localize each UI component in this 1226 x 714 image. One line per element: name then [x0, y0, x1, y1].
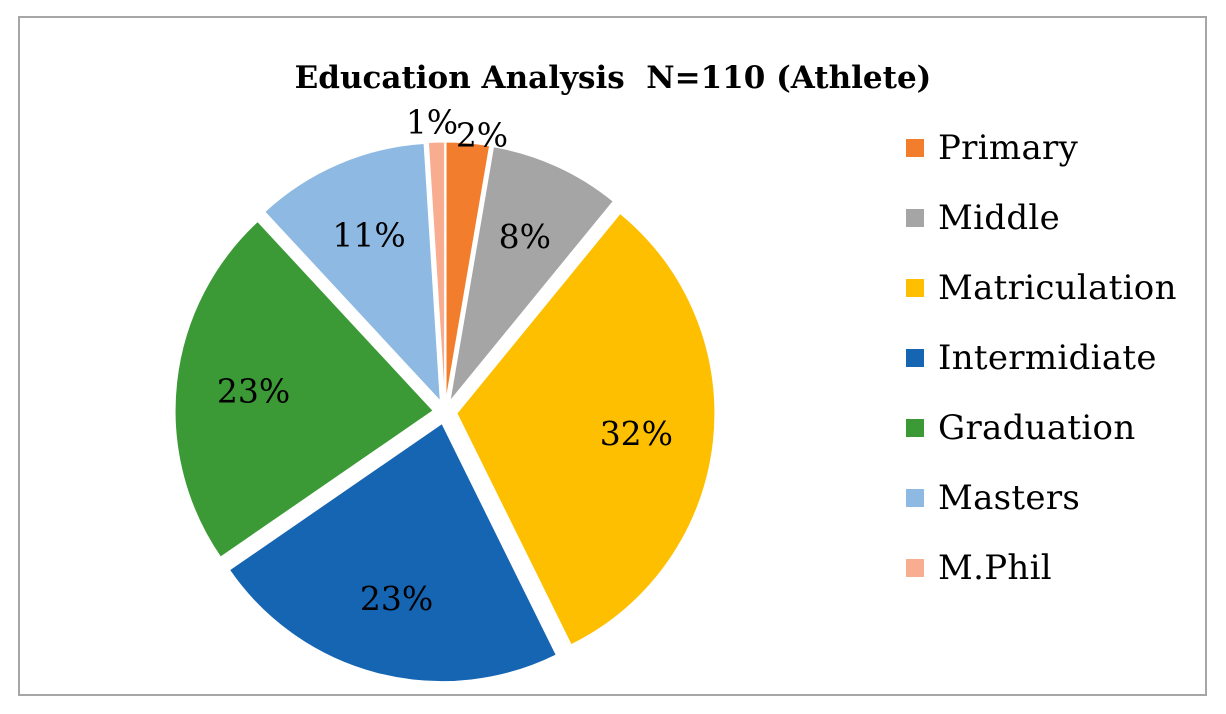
pie-slice-primary: [445, 141, 491, 401]
legend-label: M.Phil: [938, 548, 1052, 588]
slice-label-matriculation: 32%: [600, 414, 673, 453]
slice-label-intermidiate: 23%: [360, 579, 433, 618]
legend-label: Masters: [938, 478, 1081, 518]
legend-swatch: [906, 489, 924, 507]
slice-label-masters: 11%: [332, 216, 405, 255]
pie-slice-middle: [449, 146, 614, 403]
legend-item-primary: Primary: [906, 128, 1078, 168]
legend-label: Primary: [938, 128, 1079, 168]
legend-label: Intermidiate: [938, 338, 1157, 378]
pie-slice-matriculation: [456, 212, 716, 646]
legend-item-m-phil: M.Phil: [906, 548, 1052, 588]
legend-swatch: [906, 419, 924, 437]
slice-label-m-phil: 1%: [406, 103, 458, 142]
legend-swatch: [906, 139, 924, 157]
legend-swatch: [906, 559, 924, 577]
legend-item-matriculation: Matriculation: [906, 268, 1177, 308]
slice-label-primary: 2%: [456, 116, 508, 155]
pie-slice-masters: [264, 142, 441, 403]
pie-slice-intermidiate: [228, 422, 557, 683]
legend-item-masters: Masters: [906, 478, 1080, 518]
pie-slice-m-phil: [427, 141, 446, 401]
legend-swatch: [906, 279, 924, 297]
slice-label-middle: 8%: [499, 217, 551, 256]
legend-item-middle: Middle: [906, 198, 1060, 238]
legend-swatch: [906, 209, 924, 227]
legend-item-graduation: Graduation: [906, 408, 1136, 448]
legend-label: Middle: [938, 198, 1061, 238]
slice-label-graduation: 23%: [217, 371, 290, 410]
legend-swatch: [906, 349, 924, 367]
pie-slice-graduation: [174, 220, 434, 558]
legend-label: Matriculation: [938, 268, 1177, 308]
legend-item-intermidiate: Intermidiate: [906, 338, 1157, 378]
legend-label: Graduation: [938, 408, 1136, 448]
